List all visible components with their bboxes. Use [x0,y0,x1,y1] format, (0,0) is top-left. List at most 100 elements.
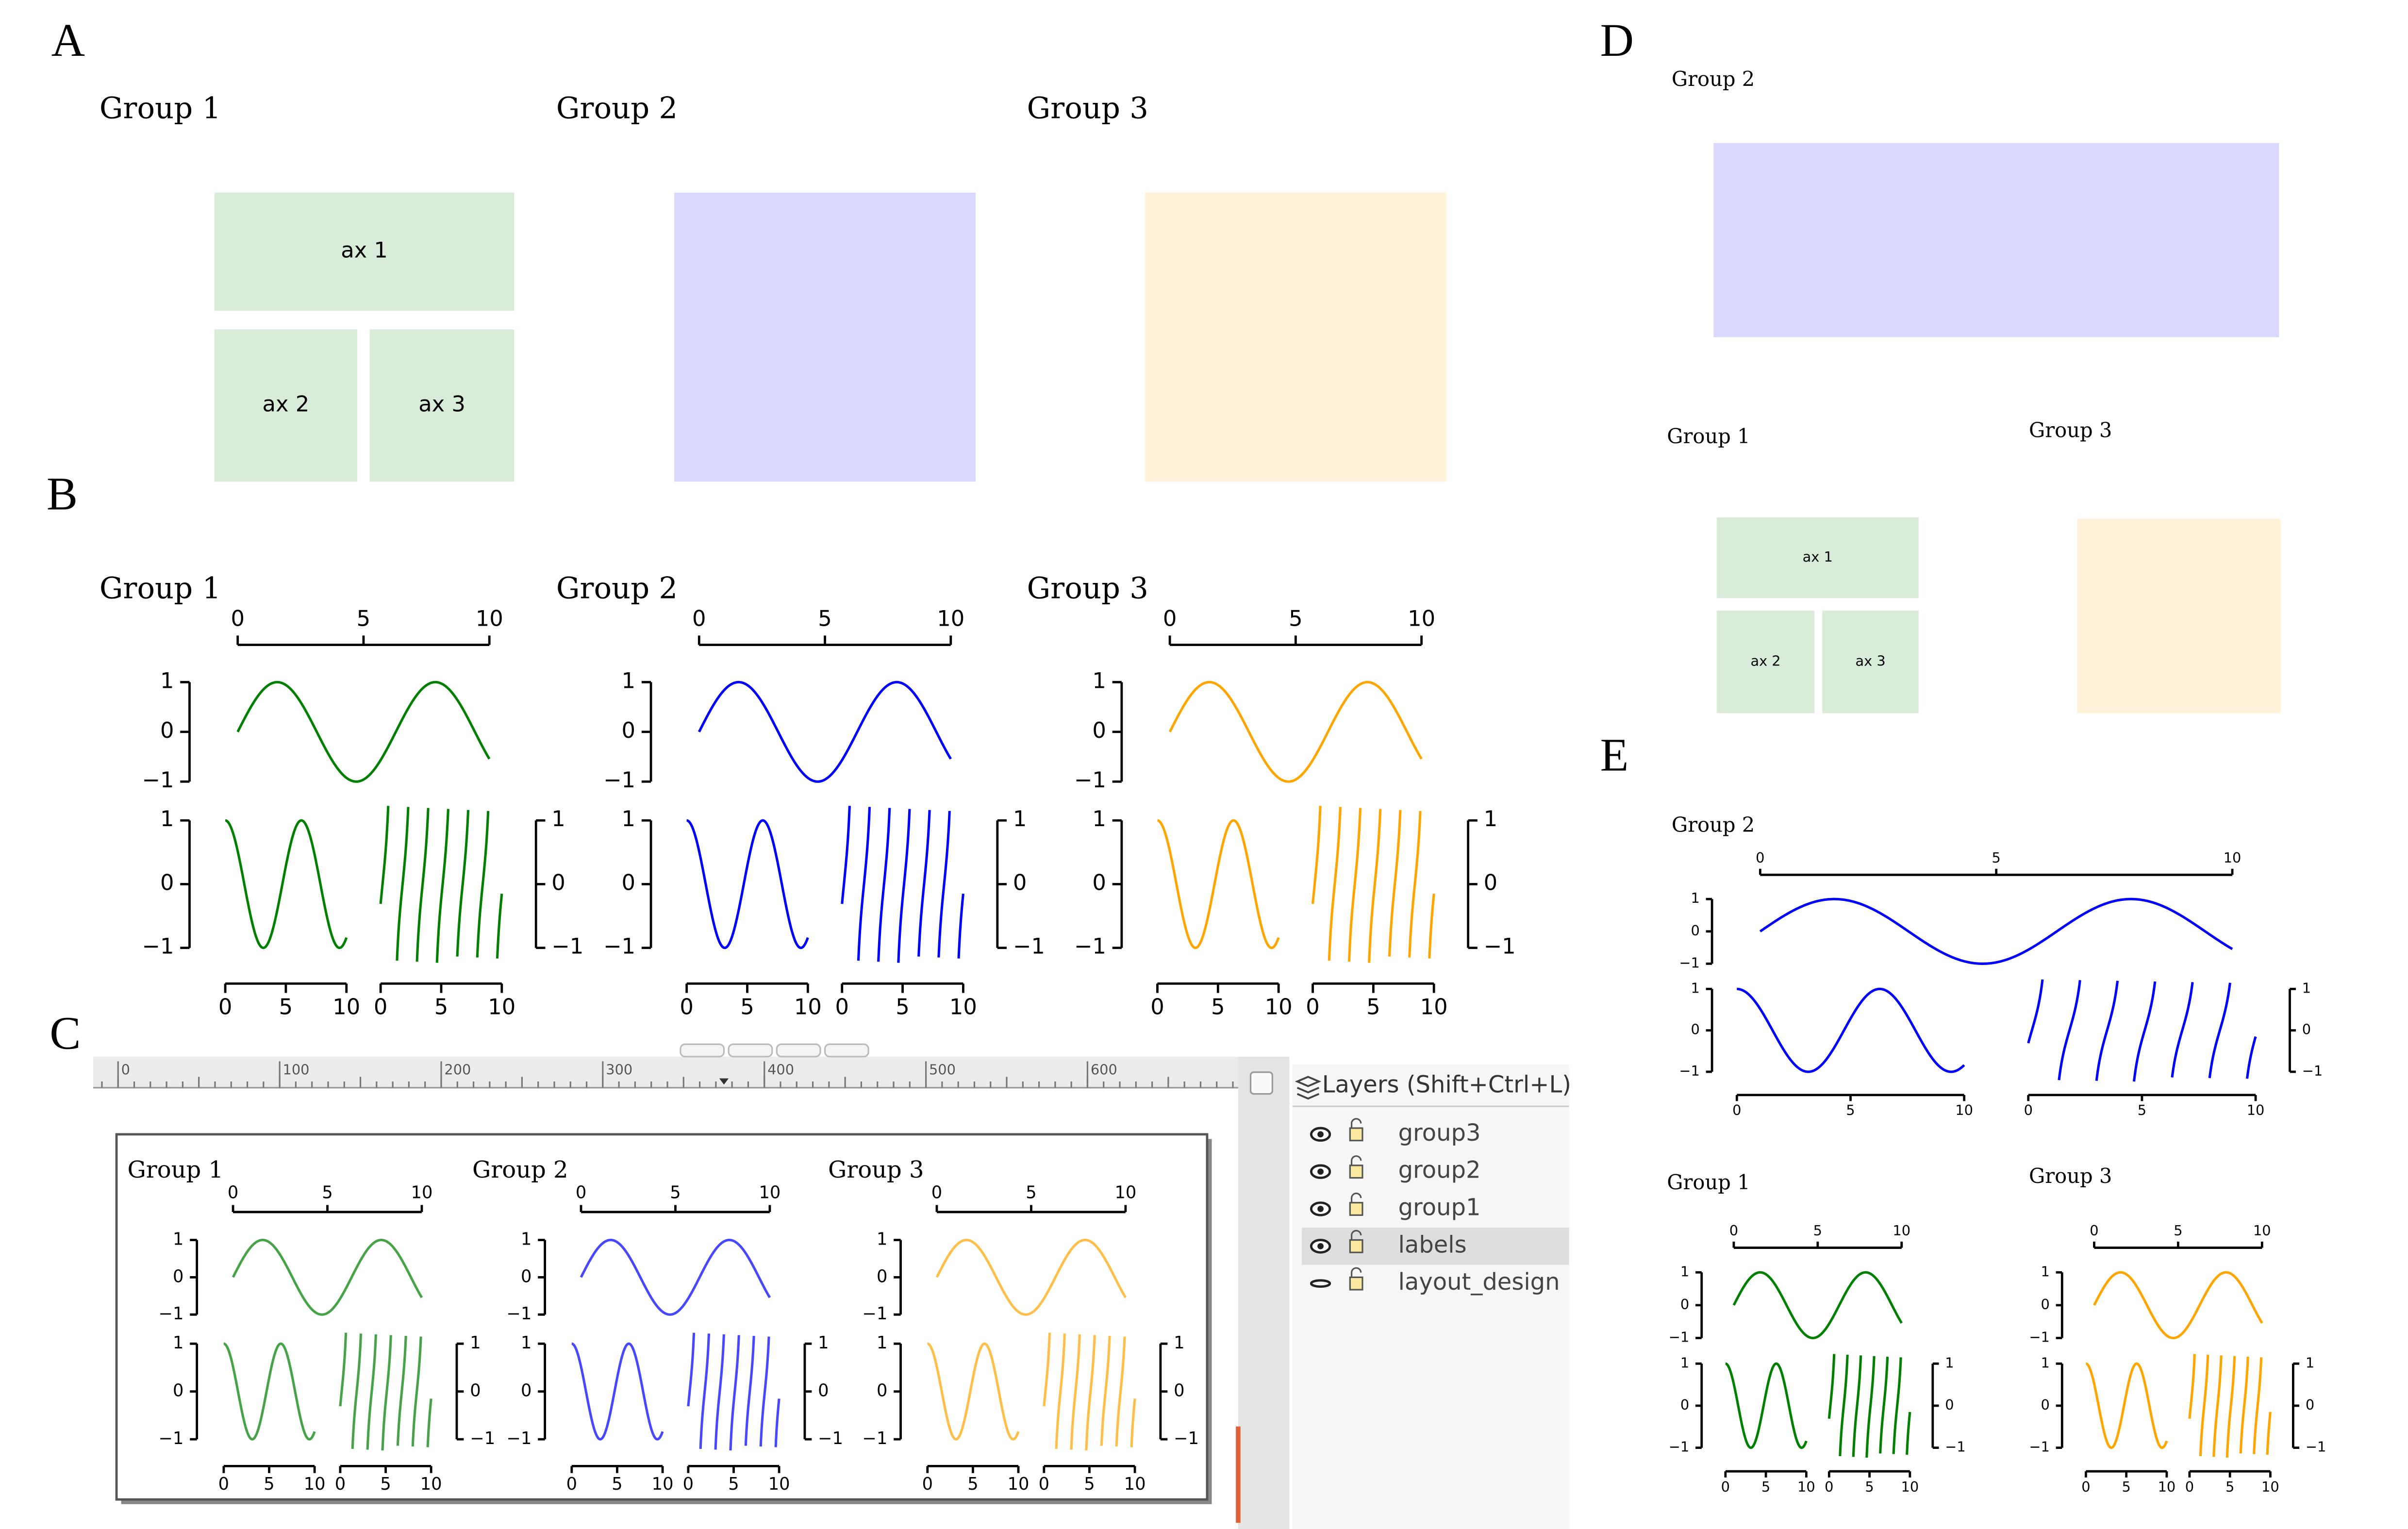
lock-icon[interactable] [1349,1239,1363,1253]
x-tick-label: 5 [1992,849,2001,866]
layer-name[interactable]: labels [1398,1231,1467,1258]
y-tick-label: 0 [521,1266,531,1286]
x-tick-label: 10 [652,1474,674,1494]
group-title: Group 1 [127,1156,223,1183]
y-tick-label: 1 [551,806,565,831]
x-tick-label: 10 [1901,1479,1919,1495]
x-tick-label: 10 [1008,1474,1030,1494]
curve [841,806,964,963]
layout-box [1716,517,1919,598]
x-tick-label: 0 [335,1474,346,1494]
layer-name[interactable]: layout_design [1398,1268,1560,1296]
x-tick-label: 0 [228,1183,238,1203]
y-tick-label: 0 [2306,1396,2314,1413]
y-tick-label: 1 [2041,1354,2049,1371]
x-tick-label: 5 [2225,1479,2234,1495]
y-tick-label: 0 [1680,1396,1689,1413]
x-tick-label: 0 [692,605,706,631]
layout-box [674,192,976,482]
y-tick-label: −1 [1679,954,1699,971]
x-tick-label: 5 [1289,605,1303,631]
y-tick-label: 1 [1092,806,1106,831]
scrollbar [1238,1056,1290,1529]
x-tick-label: 10 [768,1474,790,1494]
x-tick-label: 10 [1955,1102,1973,1118]
curve [2093,1271,2263,1340]
x-tick-label: 10 [411,1183,433,1203]
lock-shackle [1350,1192,1362,1203]
x-tick-label: 5 [740,994,754,1020]
layer-name[interactable]: group3 [1398,1119,1481,1147]
layout-box [214,329,358,482]
x-tick-label: 10 [2253,1222,2271,1239]
curve [236,681,491,783]
x-tick-label: 0 [218,1474,229,1494]
y-tick-label: −1 [1945,1439,1965,1455]
y-tick-label: 0 [2302,1021,2311,1038]
y-tick-label: −1 [1669,1439,1689,1455]
y-tick-label: −1 [2302,1063,2323,1079]
tab [824,1043,869,1058]
lock-icon[interactable] [1349,1202,1363,1216]
y-tick-label: −1 [551,933,583,959]
y-tick-label: −1 [862,1429,887,1448]
y-tick-label: 1 [1092,667,1106,693]
group-title: Group 3 [1027,572,1148,606]
lock-shackle [1350,1155,1362,1165]
layer-name[interactable]: group1 [1398,1194,1481,1221]
x-tick-label: 5 [2138,1102,2146,1118]
tab [728,1043,773,1058]
ruler-label: 600 [1091,1062,1117,1078]
y-tick-label: 0 [521,1381,531,1401]
y-tick-label: −1 [159,1429,184,1448]
lock-icon[interactable] [1349,1127,1363,1142]
ruler-label: 100 [283,1062,310,1078]
lock-icon[interactable] [1349,1164,1363,1179]
y-tick-label: 1 [160,667,174,693]
curve [1043,1332,1136,1451]
y-tick-label: 0 [551,869,565,895]
curve [1737,987,1965,1073]
dock-button[interactable] [1249,1071,1273,1095]
layer-name[interactable]: group2 [1398,1157,1481,1184]
x-tick-label: 5 [896,994,910,1020]
y-tick-label: 0 [1680,1296,1689,1313]
visibility-icon[interactable] [1310,1279,1331,1288]
y-tick-label: −1 [1174,1429,1199,1448]
x-tick-label: 10 [1265,994,1293,1020]
group-title: Group 3 [2029,1164,2112,1188]
x-tick-label: 5 [1846,1102,1855,1118]
x-tick-label: 10 [332,994,360,1020]
x-tick-label: 5 [357,605,371,631]
layout-box [369,329,515,482]
layout-box [1713,143,2279,337]
curve [225,819,348,949]
group-title: Group 2 [472,1156,568,1183]
x-tick-label: 10 [937,605,964,631]
x-tick-label: 0 [1729,1222,1738,1239]
y-tick-label: −1 [1669,1329,1689,1346]
lock-icon[interactable] [1349,1276,1363,1291]
curve [580,1239,771,1316]
layers-title: Layers (Shift+Ctrl+L) [1322,1071,1571,1098]
y-tick-label: 0 [877,1266,887,1286]
y-tick-label: −1 [1074,767,1106,793]
ruler-label: 400 [767,1062,794,1078]
layout-box [1822,611,1919,714]
y-tick-label: 0 [173,1266,183,1286]
group-title: Group 1 [1667,1170,1750,1194]
x-tick-label: 5 [380,1474,391,1494]
x-tick-label: 0 [922,1474,933,1494]
y-tick-label: 0 [1484,869,1498,895]
visibility-pupil [1317,1243,1324,1249]
y-tick-label: −1 [142,767,174,793]
x-tick-label: 0 [683,1474,694,1494]
y-tick-label: 1 [818,1333,829,1353]
y-tick-label: 0 [173,1381,183,1401]
y-tick-label: 1 [521,1333,531,1353]
x-tick-label: 5 [2122,1479,2130,1495]
y-tick-label: −1 [159,1304,184,1324]
y-tick-label: −1 [142,933,174,959]
x-tick-label: 10 [1420,994,1448,1020]
